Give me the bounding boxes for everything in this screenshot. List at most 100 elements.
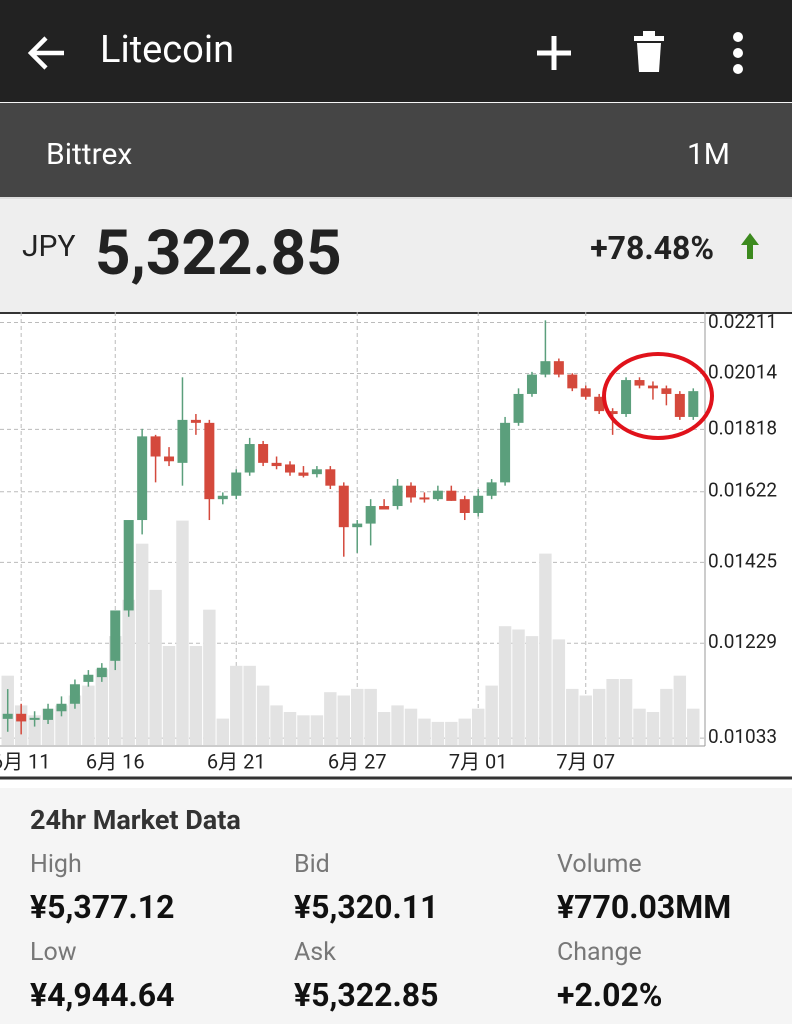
stat-label: Ask bbox=[294, 938, 336, 967]
candle-body bbox=[231, 472, 242, 496]
exchange-bar: Bittrex 1M bbox=[0, 103, 792, 197]
y-tick-label: 0.01229 bbox=[708, 630, 777, 653]
candle-body bbox=[661, 388, 672, 394]
stat-label: Change bbox=[557, 938, 642, 967]
stat-value: +2.02% bbox=[557, 976, 663, 1014]
candle-body bbox=[647, 385, 658, 389]
volume-bar bbox=[579, 695, 592, 745]
candle-body bbox=[244, 444, 255, 473]
candle-body bbox=[204, 422, 215, 500]
candle-body bbox=[688, 391, 699, 417]
candle-body bbox=[459, 499, 470, 513]
candle-body bbox=[83, 674, 94, 682]
y-tick-label: 0.01033 bbox=[708, 725, 777, 748]
candle-body bbox=[16, 713, 27, 722]
stat-value: ¥5,377.12 bbox=[30, 888, 175, 926]
volume-bar bbox=[149, 589, 162, 745]
volume-bar bbox=[351, 688, 364, 745]
candle-body bbox=[486, 482, 497, 496]
volume-bar bbox=[606, 679, 619, 745]
candle-body bbox=[432, 490, 443, 500]
volume-bar bbox=[28, 715, 41, 745]
candle-body bbox=[190, 419, 201, 423]
candle-body bbox=[69, 684, 80, 704]
volume-bar bbox=[55, 705, 68, 745]
volume-bar bbox=[539, 553, 552, 745]
candle-body bbox=[164, 456, 175, 462]
volume-bar bbox=[418, 718, 431, 745]
candle-body bbox=[594, 396, 605, 412]
candle-body bbox=[29, 717, 40, 720]
volume-bar bbox=[109, 636, 122, 745]
volume-bar bbox=[458, 718, 471, 745]
y-tick-label: 0.01425 bbox=[708, 549, 777, 572]
volume-bar bbox=[95, 669, 109, 745]
candle-body bbox=[473, 495, 484, 513]
volume-bar bbox=[364, 688, 377, 745]
candle-body bbox=[352, 523, 363, 528]
volume-bar bbox=[68, 695, 82, 745]
volume-bar bbox=[673, 675, 687, 745]
market-data: 24hr Market Data High ¥5,377.12 Bid ¥5,320.… bbox=[0, 788, 792, 1024]
candle-body bbox=[285, 464, 296, 473]
volume-bar bbox=[646, 712, 660, 745]
volume-bar bbox=[216, 718, 230, 745]
candle-body bbox=[110, 610, 121, 661]
volume-bar bbox=[404, 708, 418, 745]
candle-body bbox=[298, 472, 309, 476]
stat-label: High bbox=[30, 850, 82, 879]
candle-body bbox=[311, 469, 322, 475]
candle-body bbox=[553, 361, 564, 375]
candle-body bbox=[419, 497, 430, 500]
candle-body bbox=[2, 713, 13, 719]
candle-body bbox=[526, 374, 537, 394]
volume-bar bbox=[230, 665, 243, 745]
stat-value: ¥5,320.11 bbox=[294, 888, 439, 926]
add-button[interactable] bbox=[535, 34, 573, 72]
volume-bar bbox=[283, 712, 297, 745]
volume-bar bbox=[498, 626, 512, 745]
menu-button[interactable] bbox=[728, 30, 748, 76]
volume-bar bbox=[552, 639, 566, 745]
stat-label: Volume bbox=[557, 850, 642, 879]
period[interactable]: 1M bbox=[686, 137, 730, 172]
volume-bar bbox=[512, 629, 525, 745]
candle-body bbox=[392, 485, 403, 507]
delete-button[interactable] bbox=[632, 30, 666, 74]
volume-bar bbox=[471, 708, 485, 745]
candle-body bbox=[405, 485, 416, 498]
volume-bar bbox=[391, 705, 404, 745]
candle-body bbox=[634, 380, 645, 386]
title: Litecoin bbox=[100, 28, 235, 72]
stat-label: Bid bbox=[294, 850, 330, 879]
candle-body bbox=[258, 444, 269, 463]
candle-body bbox=[379, 506, 390, 510]
volume-bar bbox=[619, 679, 633, 745]
stat-value: ¥5,322.85 bbox=[294, 976, 439, 1014]
back-button[interactable] bbox=[26, 32, 68, 74]
volume-bar bbox=[633, 708, 646, 745]
candle-body bbox=[446, 490, 457, 501]
y-tick-label: 0.02211 bbox=[708, 312, 777, 333]
volume-bar bbox=[445, 721, 458, 745]
exchange-name[interactable]: Bittrex bbox=[46, 137, 133, 172]
currency: JPY bbox=[22, 229, 76, 264]
stat-label: Low bbox=[30, 938, 77, 967]
volume-bar bbox=[324, 692, 337, 745]
x-tick-label: 6月 11 bbox=[0, 749, 51, 773]
volume-bar bbox=[162, 646, 176, 745]
volume-bar bbox=[592, 688, 606, 745]
candle-body bbox=[96, 667, 107, 678]
y-tick-label: 0.02014 bbox=[708, 361, 777, 384]
candle-body bbox=[500, 422, 511, 483]
volume-bar bbox=[256, 685, 270, 745]
x-tick-label: 7月 01 bbox=[449, 749, 508, 773]
section-title: 24hr Market Data bbox=[30, 804, 241, 836]
candle-body bbox=[43, 708, 54, 720]
volume-bar bbox=[189, 646, 203, 745]
up-arrow bbox=[741, 233, 759, 259]
volume-bar bbox=[687, 708, 700, 745]
y-tick-label: 0.01622 bbox=[708, 479, 777, 502]
stat-value: ¥770.03MM bbox=[557, 888, 732, 926]
x-tick-label: 6月 27 bbox=[328, 749, 387, 773]
